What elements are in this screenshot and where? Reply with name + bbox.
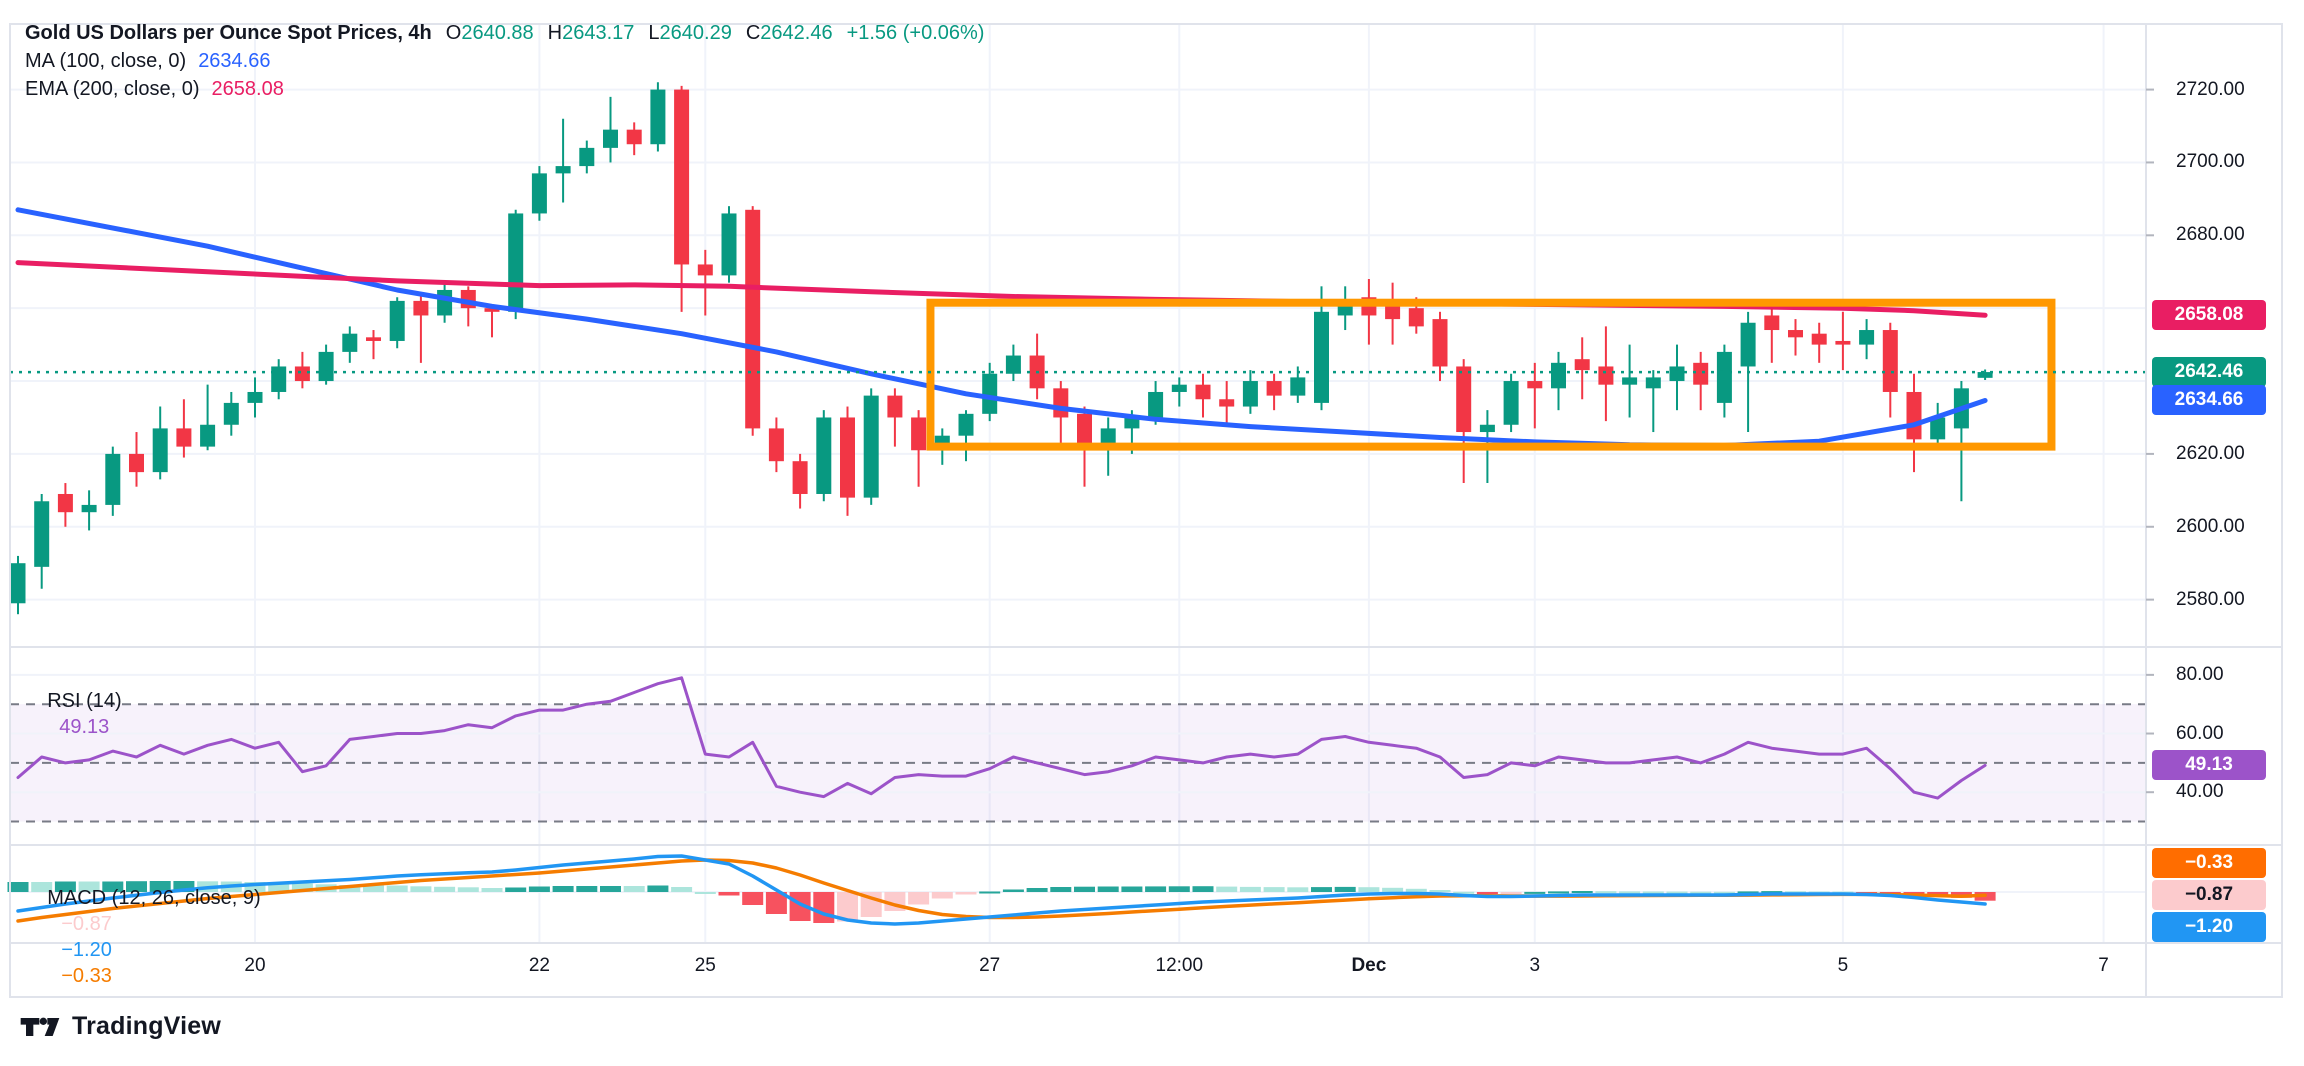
symbol-ohlc-row: Gold US Dollars per Ounce Spot Prices, 4…	[25, 19, 984, 47]
tradingview-logo-link[interactable]: TradingView	[20, 1012, 221, 1041]
macd-line-value: −1.20	[61, 939, 112, 961]
macd-signal-value: −0.33	[61, 965, 112, 987]
ma-label: MA (100, close, 0)	[25, 50, 187, 72]
ema-legend-row[interactable]: EMA (200, close, 0) 2658.08	[25, 75, 984, 103]
ohlc-open: O2640.88	[445, 22, 534, 44]
rsi-legend[interactable]: RSI (14) 49.13	[25, 662, 122, 766]
ma-value: 2634.66	[198, 50, 271, 72]
ohlc-close: C2642.46	[745, 22, 833, 44]
price-change: +1.56 (+0.06%)	[846, 22, 985, 44]
rsi-value: 49.13	[59, 716, 110, 738]
macd-legend[interactable]: MACD (12, 26, close, 9) −0.87 −1.20 −0.3…	[25, 859, 261, 1015]
symbol-title: Gold US Dollars per Ounce Spot Prices, 4…	[25, 22, 432, 44]
ohlc-low: L2640.29	[648, 22, 732, 44]
ema-label: EMA (200, close, 0)	[25, 78, 200, 100]
macd-label: MACD (12, 26, close, 9)	[47, 887, 261, 909]
rsi-label: RSI (14)	[47, 690, 122, 712]
tradingview-logo-text: TradingView	[72, 1012, 222, 1040]
ma-legend-row[interactable]: MA (100, close, 0) 2634.66	[25, 47, 984, 75]
chart-legend[interactable]: Gold US Dollars per Ounce Spot Prices, 4…	[25, 19, 984, 103]
ohlc-high: H2643.17	[547, 22, 635, 44]
ema-value: 2658.08	[211, 78, 284, 100]
macd-hist-value: −0.87	[61, 913, 112, 935]
tradingview-logo-icon	[20, 1017, 60, 1036]
